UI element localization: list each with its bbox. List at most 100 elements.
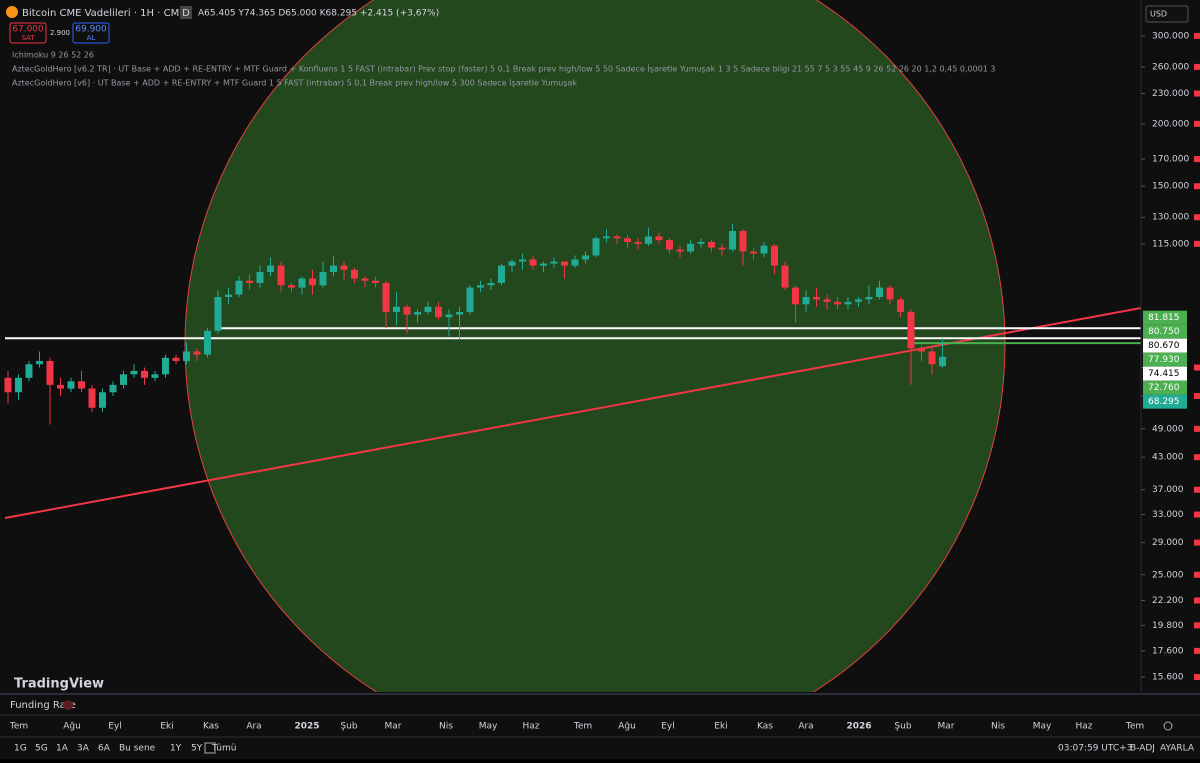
alert-marker bbox=[1194, 156, 1200, 163]
sell-button[interactable] bbox=[9, 22, 47, 44]
candle-body bbox=[834, 301, 841, 305]
price-label-bg bbox=[1143, 352, 1187, 367]
candle-body bbox=[414, 311, 421, 315]
sell-label: SAT bbox=[21, 34, 35, 42]
x-tick-label: Ara bbox=[246, 722, 261, 732]
candle-body bbox=[907, 311, 915, 349]
candle-body bbox=[15, 377, 22, 393]
y-tick-label: 33.000 bbox=[1152, 510, 1184, 520]
candle-body bbox=[886, 287, 894, 300]
alert-marker bbox=[1194, 454, 1200, 461]
candle-body bbox=[487, 282, 495, 286]
y-tick-label: 115.000 bbox=[1152, 239, 1189, 249]
warning-icon bbox=[63, 700, 73, 710]
range-button[interactable]: 6A bbox=[98, 744, 111, 754]
settings[interactable]: AYARLA bbox=[1160, 744, 1195, 754]
x-tick-label: Eyl bbox=[108, 722, 122, 732]
candle-body bbox=[729, 231, 736, 250]
range-button[interactable]: 5Y bbox=[191, 744, 203, 754]
x-tick-label: Mar bbox=[938, 722, 955, 732]
range-button[interactable]: 5G bbox=[35, 744, 48, 754]
y-tick-label: 300.000 bbox=[1152, 31, 1189, 41]
candle-body bbox=[792, 287, 799, 305]
x-tick-label: Kas bbox=[757, 722, 773, 732]
candle-body bbox=[214, 296, 222, 331]
candle-body bbox=[162, 357, 169, 375]
alert-marker bbox=[1194, 597, 1200, 604]
y-tick-label: 22.200 bbox=[1152, 596, 1184, 606]
x-tick-label: Eki bbox=[714, 722, 727, 732]
candle-body bbox=[540, 263, 547, 266]
buy-label: AL bbox=[87, 34, 96, 42]
alert-marker bbox=[1194, 486, 1200, 493]
candle-body bbox=[771, 245, 778, 266]
candle-body bbox=[267, 265, 274, 272]
alert-marker bbox=[1194, 647, 1200, 654]
y-tick-label: 43.000 bbox=[1152, 453, 1184, 463]
candle-body bbox=[99, 392, 106, 408]
buy-price: 69.900 bbox=[75, 25, 107, 35]
candle-body bbox=[918, 348, 925, 352]
candle-body bbox=[855, 299, 862, 302]
x-tick-label: May bbox=[1033, 722, 1052, 732]
buy-button[interactable] bbox=[72, 22, 110, 44]
candle-body bbox=[340, 265, 348, 270]
alert-marker bbox=[1194, 240, 1200, 247]
range-button[interactable]: 1Y bbox=[170, 744, 182, 754]
range-button[interactable]: Tümü bbox=[211, 744, 236, 754]
candle-body bbox=[403, 306, 411, 315]
range-button[interactable]: 1G bbox=[14, 744, 27, 754]
y-tick-label: 19.800 bbox=[1152, 621, 1184, 631]
candle-body bbox=[256, 271, 264, 283]
x-tick-label: Kas bbox=[203, 722, 219, 732]
indicator: AztecGoldHero [v6.2 TR] · UT Base + ADD … bbox=[12, 64, 996, 74]
candle-body bbox=[36, 360, 43, 365]
alert-marker bbox=[1194, 674, 1200, 681]
plot bbox=[4, 0, 1141, 692]
candle-body bbox=[760, 245, 768, 254]
candle-body bbox=[823, 299, 831, 302]
candle-body bbox=[550, 261, 558, 264]
candle-body bbox=[109, 384, 117, 393]
alert-marker bbox=[1194, 120, 1200, 127]
adjust[interactable]: B-ADJ bbox=[1130, 744, 1155, 754]
clock: 03:07:59 UTC+3 bbox=[1058, 744, 1132, 754]
x-tick-label: Haz bbox=[522, 722, 539, 732]
candle-body bbox=[750, 251, 757, 254]
price-label-bg bbox=[1143, 380, 1187, 395]
currency-box[interactable] bbox=[1145, 5, 1189, 23]
candle-body bbox=[561, 261, 568, 266]
candle-body bbox=[151, 374, 159, 378]
alert-marker bbox=[1194, 63, 1200, 70]
candle-body bbox=[246, 280, 253, 283]
y-tick-label: 29.000 bbox=[1152, 538, 1184, 548]
candle-body bbox=[582, 255, 589, 260]
candle-body bbox=[25, 364, 33, 378]
x-tick-label: May bbox=[479, 722, 498, 732]
candle-body bbox=[309, 278, 316, 286]
candle-body bbox=[351, 269, 358, 279]
alert-marker bbox=[1194, 571, 1200, 578]
candle-body bbox=[141, 370, 148, 378]
price-label: 80.750 bbox=[1148, 327, 1180, 337]
indicator: Ichimoku 9 26 52 26 bbox=[12, 51, 94, 60]
candle-body bbox=[67, 381, 75, 389]
candle-body bbox=[666, 240, 673, 250]
x-tick-label: 2025 bbox=[294, 722, 319, 732]
candle-body bbox=[708, 241, 715, 248]
alert-marker bbox=[1194, 90, 1200, 97]
candle-body bbox=[130, 370, 138, 375]
alert-marker bbox=[1194, 393, 1200, 400]
pane-divider bbox=[0, 693, 1200, 695]
candle-body bbox=[529, 259, 537, 266]
y-tick-label: 37.000 bbox=[1152, 485, 1184, 495]
candle-body bbox=[393, 306, 400, 312]
calendar-icon[interactable] bbox=[204, 742, 216, 754]
candle-body bbox=[424, 306, 432, 312]
range-button[interactable]: 1A bbox=[56, 744, 69, 754]
range-button[interactable]: Bu sene bbox=[119, 744, 156, 754]
range-button[interactable]: 3A bbox=[77, 744, 90, 754]
y-tick-label: 49.000 bbox=[1152, 424, 1184, 434]
settings-icon[interactable] bbox=[1163, 721, 1173, 731]
